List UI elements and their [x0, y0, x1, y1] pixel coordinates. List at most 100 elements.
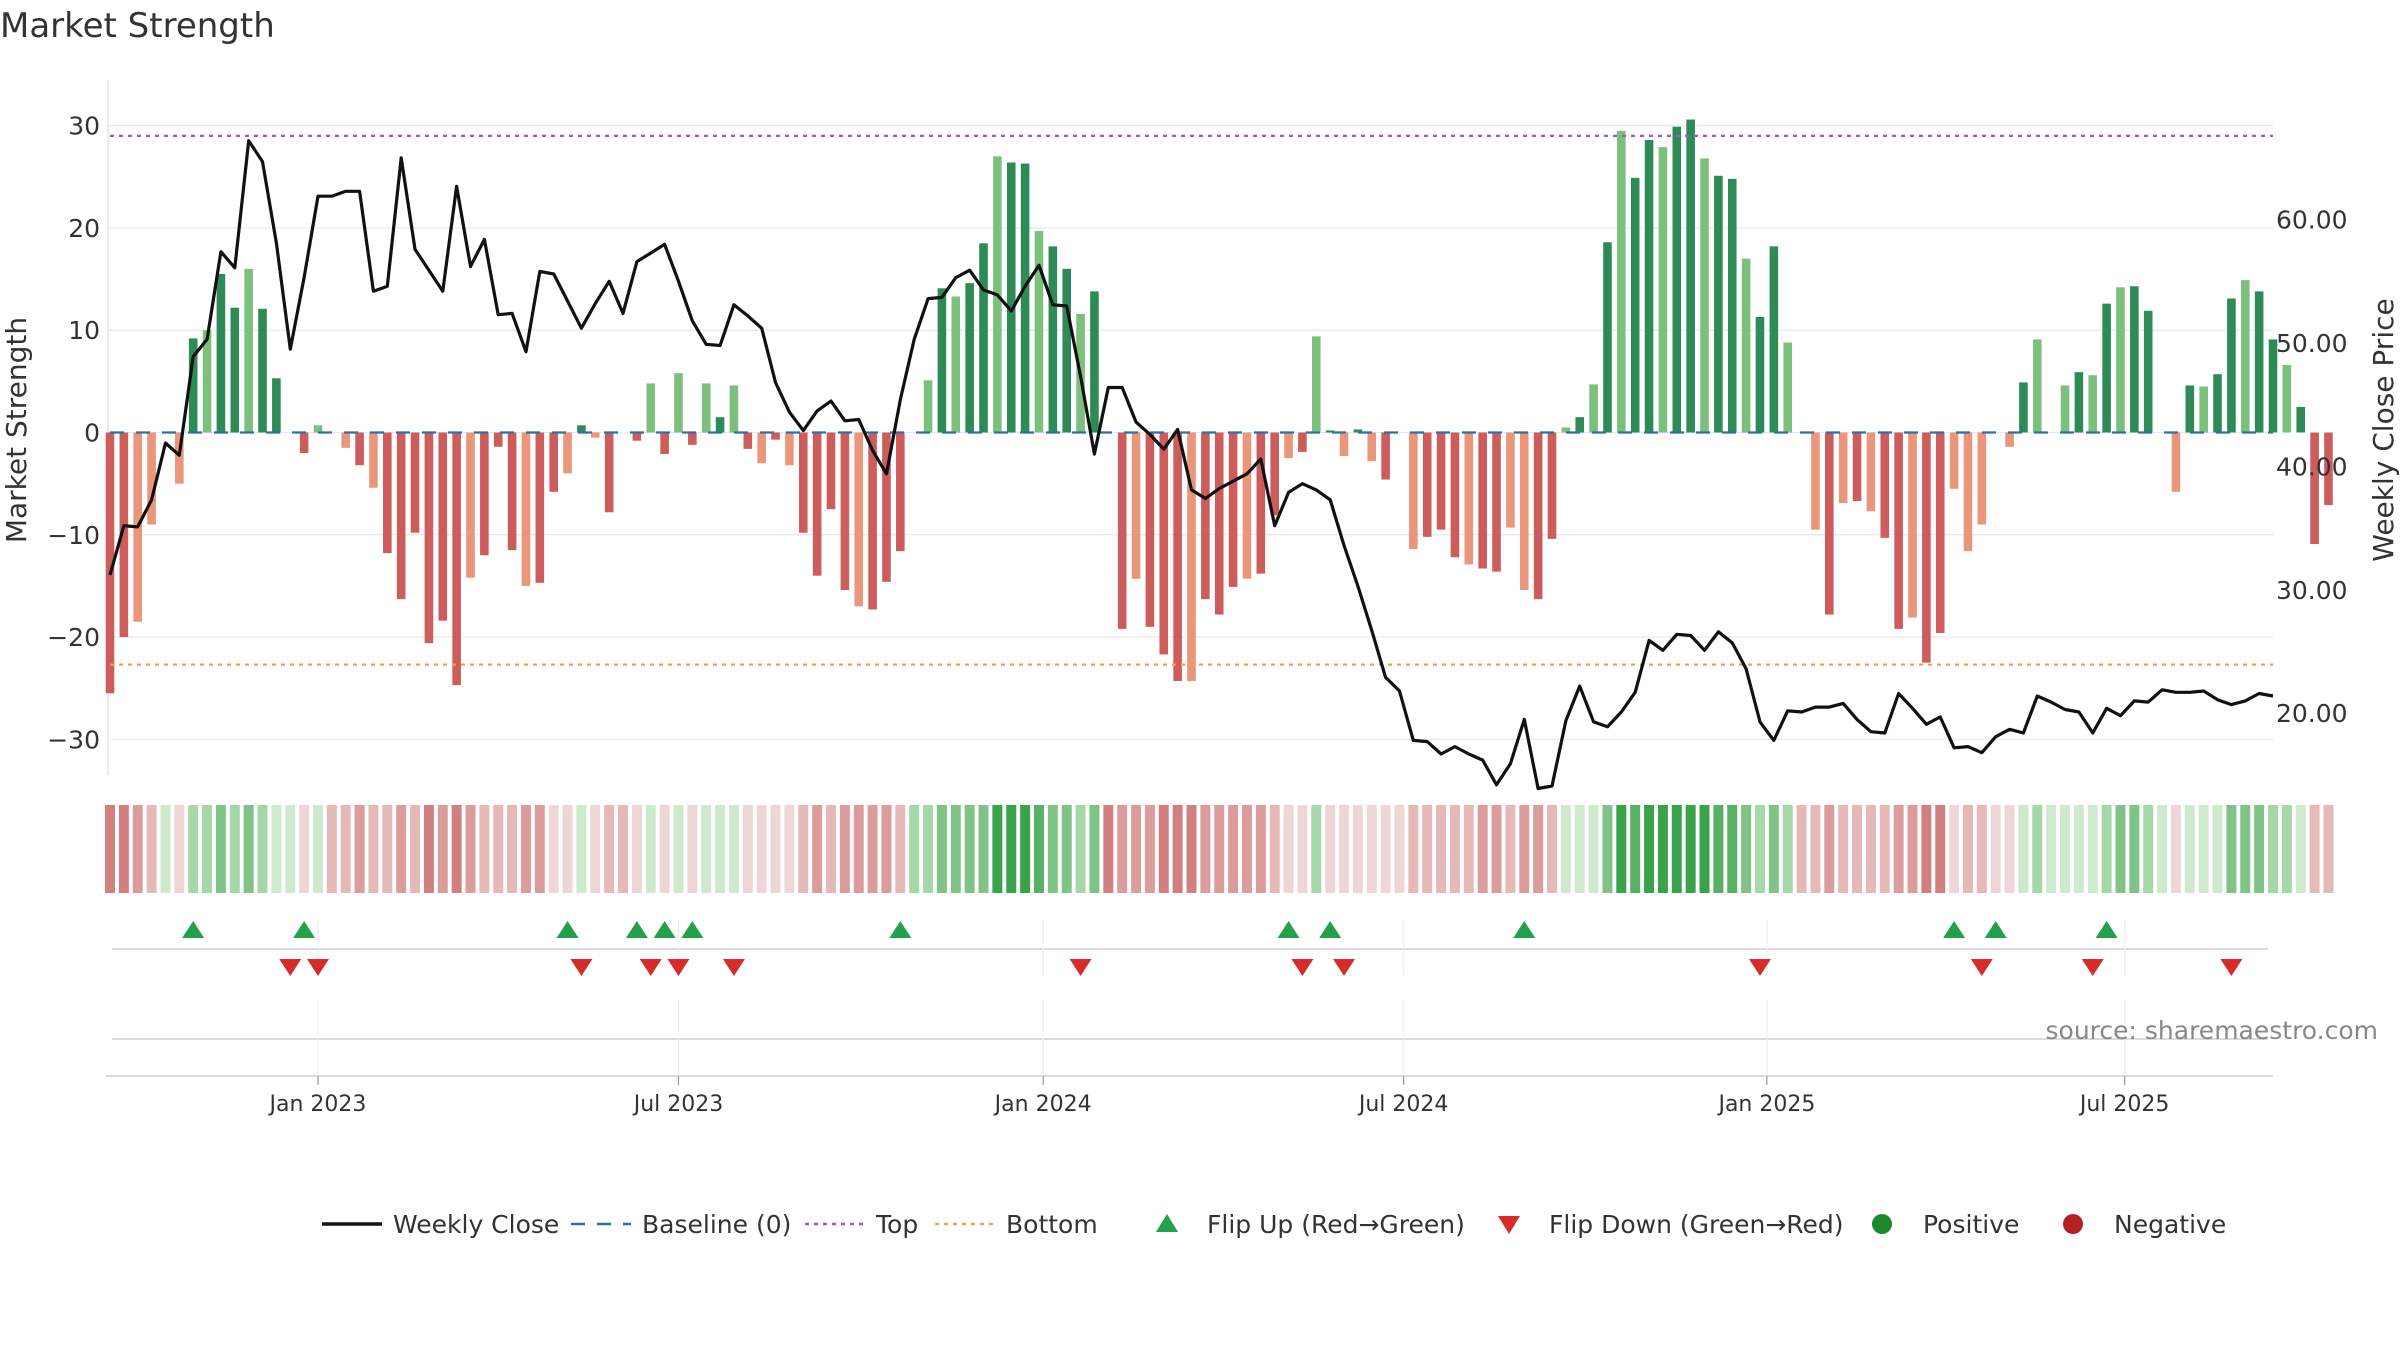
- strength-bar: [771, 432, 780, 440]
- chart-title: Market Strength: [0, 6, 275, 46]
- heat-tile: [826, 805, 836, 893]
- heat-tile: [867, 805, 878, 893]
- heat-tile: [1352, 805, 1363, 893]
- heat-tile: [936, 805, 947, 893]
- heat-tile: [839, 805, 850, 893]
- strength-bar: [2268, 339, 2278, 433]
- strength-bar: [1880, 432, 1890, 538]
- heat-tile: [437, 805, 448, 893]
- strength-bar: [1506, 432, 1515, 528]
- heat-tile: [451, 805, 462, 893]
- heat-tile: [1671, 805, 1682, 893]
- strength-bar: [244, 268, 253, 433]
- strength-bar: [1894, 432, 1903, 629]
- heat-tile: [1436, 805, 1447, 893]
- strength-bar: [937, 288, 947, 433]
- strength-bar: [1090, 291, 1099, 433]
- flip-markers-panel: [112, 920, 2268, 1075]
- heat-tile: [2309, 805, 2320, 893]
- strength-bar: [2019, 382, 2028, 433]
- heat-tile: [1685, 805, 1696, 893]
- strength-bar: [757, 432, 766, 464]
- heat-tile: [1422, 805, 1433, 893]
- heat-tile: [715, 805, 726, 893]
- heat-tile: [257, 805, 268, 893]
- strength-bar: [535, 432, 545, 583]
- weekly-close-series: [108, 139, 2274, 791]
- strength-bar: [1644, 140, 1654, 433]
- heat-tile: [1241, 805, 1252, 893]
- flip-down-marker: [1291, 959, 1314, 976]
- strength-bar: [1270, 432, 1279, 516]
- heat-tile: [1547, 805, 1557, 893]
- strength-bar: [188, 338, 198, 433]
- strength-bar: [785, 432, 794, 466]
- strength-bar: [1284, 432, 1293, 459]
- flip-up-marker: [1277, 921, 1300, 938]
- y-tick-label-left: 30: [68, 112, 100, 141]
- flip-down-marker: [2081, 959, 2104, 976]
- heat-tile: [174, 805, 185, 893]
- heat-tile: [1200, 805, 1211, 893]
- heat-tile: [520, 805, 531, 893]
- heat-tile: [964, 805, 975, 893]
- strength-bar: [216, 273, 226, 433]
- strength-bar: [1173, 432, 1182, 682]
- legend-item: Flip Up (Red→Green): [1156, 1210, 1465, 1239]
- strength-bar: [341, 432, 351, 448]
- strength-bar: [438, 432, 448, 621]
- heat-tile: [160, 805, 171, 893]
- legend-swatch: [2063, 1214, 2083, 1234]
- strength-bar: [2213, 374, 2222, 433]
- strength-bar: [951, 296, 961, 433]
- heat-tile: [2295, 805, 2306, 893]
- heat-tile: [1505, 805, 1516, 893]
- heat-tile: [1935, 805, 1946, 893]
- strength-bar: [882, 432, 891, 582]
- legend-swatch: [1872, 1214, 1892, 1234]
- strength-bar: [840, 432, 850, 590]
- strength-bar: [493, 432, 503, 447]
- heat-tile: [2157, 805, 2168, 893]
- heat-tile: [950, 805, 961, 893]
- flip-down-marker: [667, 959, 690, 976]
- heat-tile: [742, 805, 753, 893]
- strength-bar: [410, 432, 420, 533]
- flip-up-marker: [889, 921, 912, 938]
- heat-tile: [548, 805, 559, 893]
- heat-tile: [1907, 805, 1918, 893]
- heat-tile: [1602, 805, 1613, 893]
- strength-bar: [1325, 430, 1335, 433]
- heat-tile: [1408, 805, 1419, 893]
- strength-bar: [2005, 432, 2014, 447]
- strength-bar: [1714, 175, 1723, 433]
- heat-tile: [701, 805, 712, 893]
- strength-bar: [2116, 287, 2125, 433]
- legend-label: Top: [875, 1210, 918, 1239]
- strength-bar: [175, 432, 184, 484]
- strength-bar: [1242, 432, 1252, 579]
- heat-tile: [1949, 805, 1960, 893]
- strength-bar: [1533, 432, 1543, 600]
- strength-bar: [2199, 386, 2208, 433]
- heat-tile: [1020, 805, 1031, 893]
- heat-tile: [1796, 805, 1807, 893]
- strength-bar: [452, 432, 461, 686]
- strength-bar: [2171, 432, 2181, 492]
- heat-tile: [2170, 805, 2181, 893]
- y-tick-label-right: 50.00: [2276, 329, 2348, 358]
- legend-item: Bottom: [935, 1210, 1098, 1239]
- strength-bar: [1187, 432, 1196, 682]
- strength-bar: [688, 432, 697, 445]
- heat-tile: [1283, 805, 1294, 893]
- heat-tile: [1754, 805, 1765, 893]
- heat-tile: [382, 805, 393, 893]
- y-axis-label-right: Weekly Close Price: [2367, 298, 2400, 561]
- heat-tile: [881, 805, 892, 893]
- strength-bar: [604, 432, 614, 513]
- heat-tile: [1006, 805, 1017, 893]
- heat-tile: [202, 805, 213, 893]
- heat-tile: [1463, 805, 1474, 893]
- strength-bar: [1949, 432, 1959, 489]
- heat-tile: [1727, 805, 1738, 893]
